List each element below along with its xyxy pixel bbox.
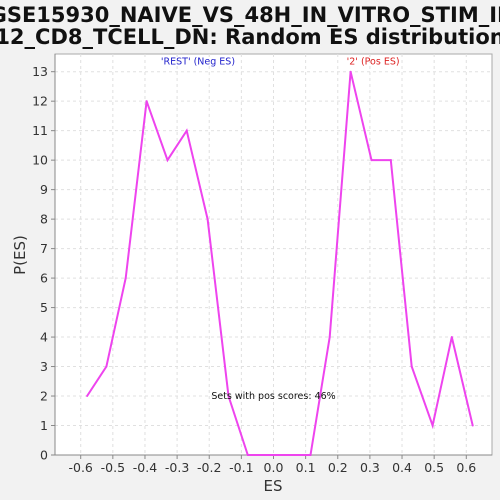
data-point [166,159,169,162]
data-point [328,336,331,339]
data-point [86,395,89,398]
y-tick-label: 9 [40,182,48,197]
data-point [431,424,434,427]
series-line [86,71,474,456]
data-point [450,336,453,339]
pos-scores-note: Sets with pos scores: 46% [211,391,335,402]
data-point [471,424,474,427]
x-tick-label: -0.6 [69,460,93,475]
data-point [227,395,230,398]
data-point [185,129,188,132]
y-axis-label: P(ES) [11,235,29,275]
x-tick-label: 0.6 [456,460,476,475]
data-point [206,218,209,221]
data-point [246,454,249,456]
x-tick-label: 0.4 [392,460,412,475]
data-point [105,365,108,368]
data-point [389,159,392,162]
data-point [309,454,312,456]
x-tick-label: 0.1 [296,460,316,475]
data-point [349,70,352,73]
x-axis-label: ES [264,477,283,495]
x-tick-label: -0.4 [133,460,157,475]
x-tick-label: -0.1 [229,460,253,475]
y-tick-label: 0 [40,448,48,463]
x-tick-label: -0.2 [197,460,221,475]
x-ticks: -0.6 -0.5 -0.4 -0.3 -0.2 -0.1 0.0 0.1 0.2 0.3 0.4 0… [69,455,476,475]
chart-title-line-2: 12_CD8_TCELL_DN: Random ES distribution [0,25,500,49]
y-tick-label: 4 [40,330,48,345]
y-tick-label: 2 [40,389,48,404]
y-tick-label: 3 [40,359,48,374]
series-layer [86,70,474,456]
data-point [124,277,127,280]
data-point [410,365,413,368]
y-tick-label: 12 [32,94,48,109]
y-tick-label: 5 [40,300,48,315]
neg-es-label: 'REST' (Neg ES) [161,56,235,67]
x-tick-label: 0.3 [360,460,380,475]
y-tick-label: 7 [40,241,48,256]
data-point [370,159,373,162]
y-tick-label: 10 [32,153,48,168]
x-tick-label: 0.5 [424,460,444,475]
x-tick-label: 0.0 [264,460,284,475]
y-tick-label: 8 [40,212,48,227]
y-tick-label: 13 [32,64,48,79]
x-tick-label: 0.2 [328,460,348,475]
chart-title-line-1: GSE15930_NAIVE_VS_48H_IN_VITRO_STIM_IL [0,3,500,27]
y-tick-label: 1 [40,418,48,433]
data-point [145,100,148,103]
x-tick-label: -0.5 [101,460,125,475]
y-tick-label: 6 [40,271,48,286]
x-tick-label: -0.3 [165,460,189,475]
annotations-layer: 'REST' (Neg ES) '2' (Pos ES) Sets with pos… [161,56,400,402]
y-tick-label: 11 [32,123,48,138]
pos-es-label: '2' (Pos ES) [347,56,400,67]
